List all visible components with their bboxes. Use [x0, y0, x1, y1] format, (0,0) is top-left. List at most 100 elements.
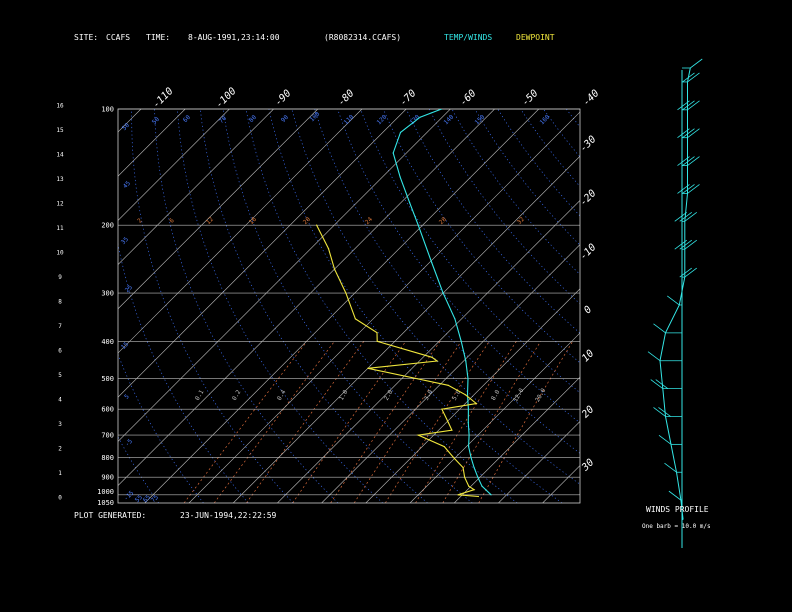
mixing-ratio-upper-label: 2 [136, 217, 144, 225]
legend-dewpoint: DEWPOINT [516, 33, 555, 42]
theta-label-upper: 100 [309, 110, 322, 123]
isotherms [118, 109, 580, 503]
temperature-point [477, 476, 479, 478]
wind-barb [658, 435, 672, 445]
winds-profile [647, 58, 703, 548]
pressure-tick-label: 200 [101, 222, 114, 230]
isotherm-line [498, 420, 580, 503]
mixing-ratio-line [442, 341, 541, 503]
isotherm-line [321, 244, 580, 503]
dewpoint-point [333, 268, 336, 270]
wind-barb [687, 72, 700, 83]
wind-barb [647, 351, 661, 362]
temperature-point [409, 202, 411, 204]
height-tick-label: 4 [58, 397, 62, 404]
wind-barb [684, 239, 697, 250]
pressure-tick-label: 300 [101, 290, 114, 298]
wind-barb [687, 156, 700, 166]
wind-barb [682, 128, 695, 139]
wind-barb [679, 239, 692, 250]
temperature-point [419, 116, 421, 118]
isotherm-line [118, 109, 407, 398]
plot-generated-label: PLOT GENERATED: [74, 511, 146, 520]
dry-adiabat-line [118, 353, 204, 503]
time-label: TIME: [146, 33, 170, 42]
height-tick-label: 10 [56, 250, 64, 257]
mixing-ratio-line [330, 341, 441, 503]
mixing-ratio-upper-label: 32 [516, 216, 526, 226]
wind-barb [667, 295, 680, 306]
dry-adiabat-line [405, 109, 580, 334]
temperature-point [465, 360, 467, 362]
pressure-tick-label: 100 [101, 106, 114, 114]
legend-temp-winds: TEMP/WINDS [444, 33, 492, 42]
height-tick-label: 2 [58, 446, 62, 453]
winds-profile-line [659, 67, 691, 520]
dry-adiabat-line [520, 109, 580, 188]
wind-barb [668, 490, 682, 501]
wind-barb [679, 212, 692, 222]
winds-profile-title: WINDS PROFILE [646, 505, 709, 514]
theta-label-upper: 90 [280, 114, 290, 124]
file-name: (R8082314.CCAFS) [324, 33, 401, 42]
dry-adiabat-line [118, 436, 159, 503]
isotherm-label-top: -80 [336, 88, 357, 109]
dry-adiabat-line [118, 242, 249, 503]
isotherm-label-right: -30 [578, 134, 599, 155]
dry-adiabat-line [291, 109, 580, 485]
mixing-ratio-line [353, 341, 462, 503]
pressure-tick-label: 600 [101, 406, 114, 414]
dry-adiabat-line [314, 109, 580, 454]
theta-label-upper: 140 [443, 113, 456, 126]
mixing-ratio-label: 3.0 [423, 388, 435, 401]
temperature-point [473, 467, 475, 469]
height-tick-label: 15 [56, 127, 64, 134]
isotherm-label-top: -110 [151, 86, 176, 111]
isotherm-line [118, 109, 363, 354]
temperature-point [454, 318, 456, 320]
dry-adiabat-line [268, 109, 563, 503]
dewpoint-point [462, 467, 464, 469]
theta-label-left: 25 [124, 284, 134, 294]
height-tick-label: 0 [58, 495, 62, 502]
temperature-point [441, 109, 443, 110]
wind-barb [658, 407, 671, 417]
isotherm-line [118, 109, 451, 442]
mixing-ratio-label: 0.2 [231, 388, 243, 401]
mixing-ratio-upper-label: 24 [364, 216, 374, 226]
dewpoint-point [417, 434, 419, 436]
mixing-ratio-label: 5.0 [451, 388, 463, 401]
height-tick-label: 12 [56, 201, 64, 208]
temperature-point [417, 224, 419, 226]
dewpoint-point [447, 384, 449, 386]
mixing-ratio-label: 20.0 [534, 387, 547, 403]
wind-barb [682, 100, 695, 111]
isotherm-label-right: 20 [580, 404, 596, 420]
theta-label-bottom: 65 [142, 494, 152, 504]
mixing-ratio-line [415, 341, 517, 503]
height-tick-label: 5 [58, 372, 62, 379]
temperature-point [466, 394, 469, 396]
temperature-point [467, 422, 469, 424]
temperature-point [490, 494, 492, 496]
dry-adiabat-line [199, 109, 428, 503]
dewpoint-trace [316, 224, 479, 498]
temperature-point [460, 340, 462, 342]
temperature-point [481, 485, 483, 487]
dewpoint-point [441, 408, 443, 410]
pressure-tick-label: 700 [101, 432, 114, 440]
dry-adiabat-line [451, 109, 580, 275]
dry-adiabat-line [543, 109, 580, 158]
height-tick-label: 6 [58, 348, 62, 355]
theta-label-left: -15 [123, 489, 136, 502]
isotherm-line [118, 109, 495, 487]
pressure-tick-label: 1050 [97, 499, 114, 507]
dry-adiabat-line [589, 109, 792, 503]
wind-barb [664, 462, 677, 473]
isotherm-line [118, 109, 319, 310]
wind-barb [684, 212, 697, 222]
theta-label-upper: 60 [182, 114, 192, 124]
isotherm-line [409, 332, 580, 503]
dry-adiabat-line [154, 109, 339, 503]
theta-label-upper: 150 [474, 113, 487, 126]
